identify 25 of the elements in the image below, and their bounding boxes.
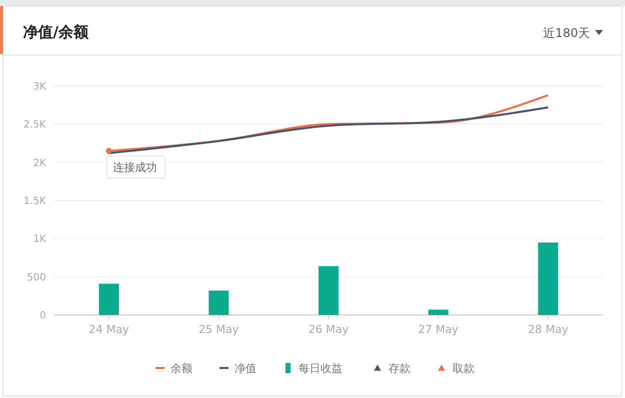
y-tick-label: 0: [40, 310, 46, 322]
annotation: 连接成功: [112, 160, 157, 174]
x-tick-label: 26 May: [308, 323, 350, 336]
text: 近180天: [543, 26, 590, 40]
bar: [428, 310, 448, 315]
y-tick-label: 500: [26, 272, 46, 284]
bar: [208, 290, 229, 315]
bar: [318, 266, 338, 315]
legend-label: 每日收益: [298, 362, 342, 375]
chart-title: 净值/余额: [23, 23, 90, 41]
x-tick-label: 27 May: [418, 323, 459, 336]
y-tick-label: 1.5K: [24, 196, 46, 207]
legend-label: 余额: [170, 362, 192, 375]
y-tick-label: 3K: [33, 82, 46, 92]
legend-label: 存款: [388, 362, 410, 375]
legend-label: 取款: [452, 362, 474, 375]
bar: [538, 242, 558, 315]
y-tick-label: 1K: [33, 234, 46, 246]
x-tick-label: 25 May: [198, 323, 240, 336]
bar: [98, 284, 119, 315]
y-tick-label: 2.5K: [24, 120, 46, 131]
x-tick-label: 28 May: [528, 323, 569, 336]
y-tick-label: 2K: [33, 158, 46, 169]
x-tick-label: 24 May: [88, 323, 130, 336]
legend-label: 净值: [234, 362, 256, 375]
